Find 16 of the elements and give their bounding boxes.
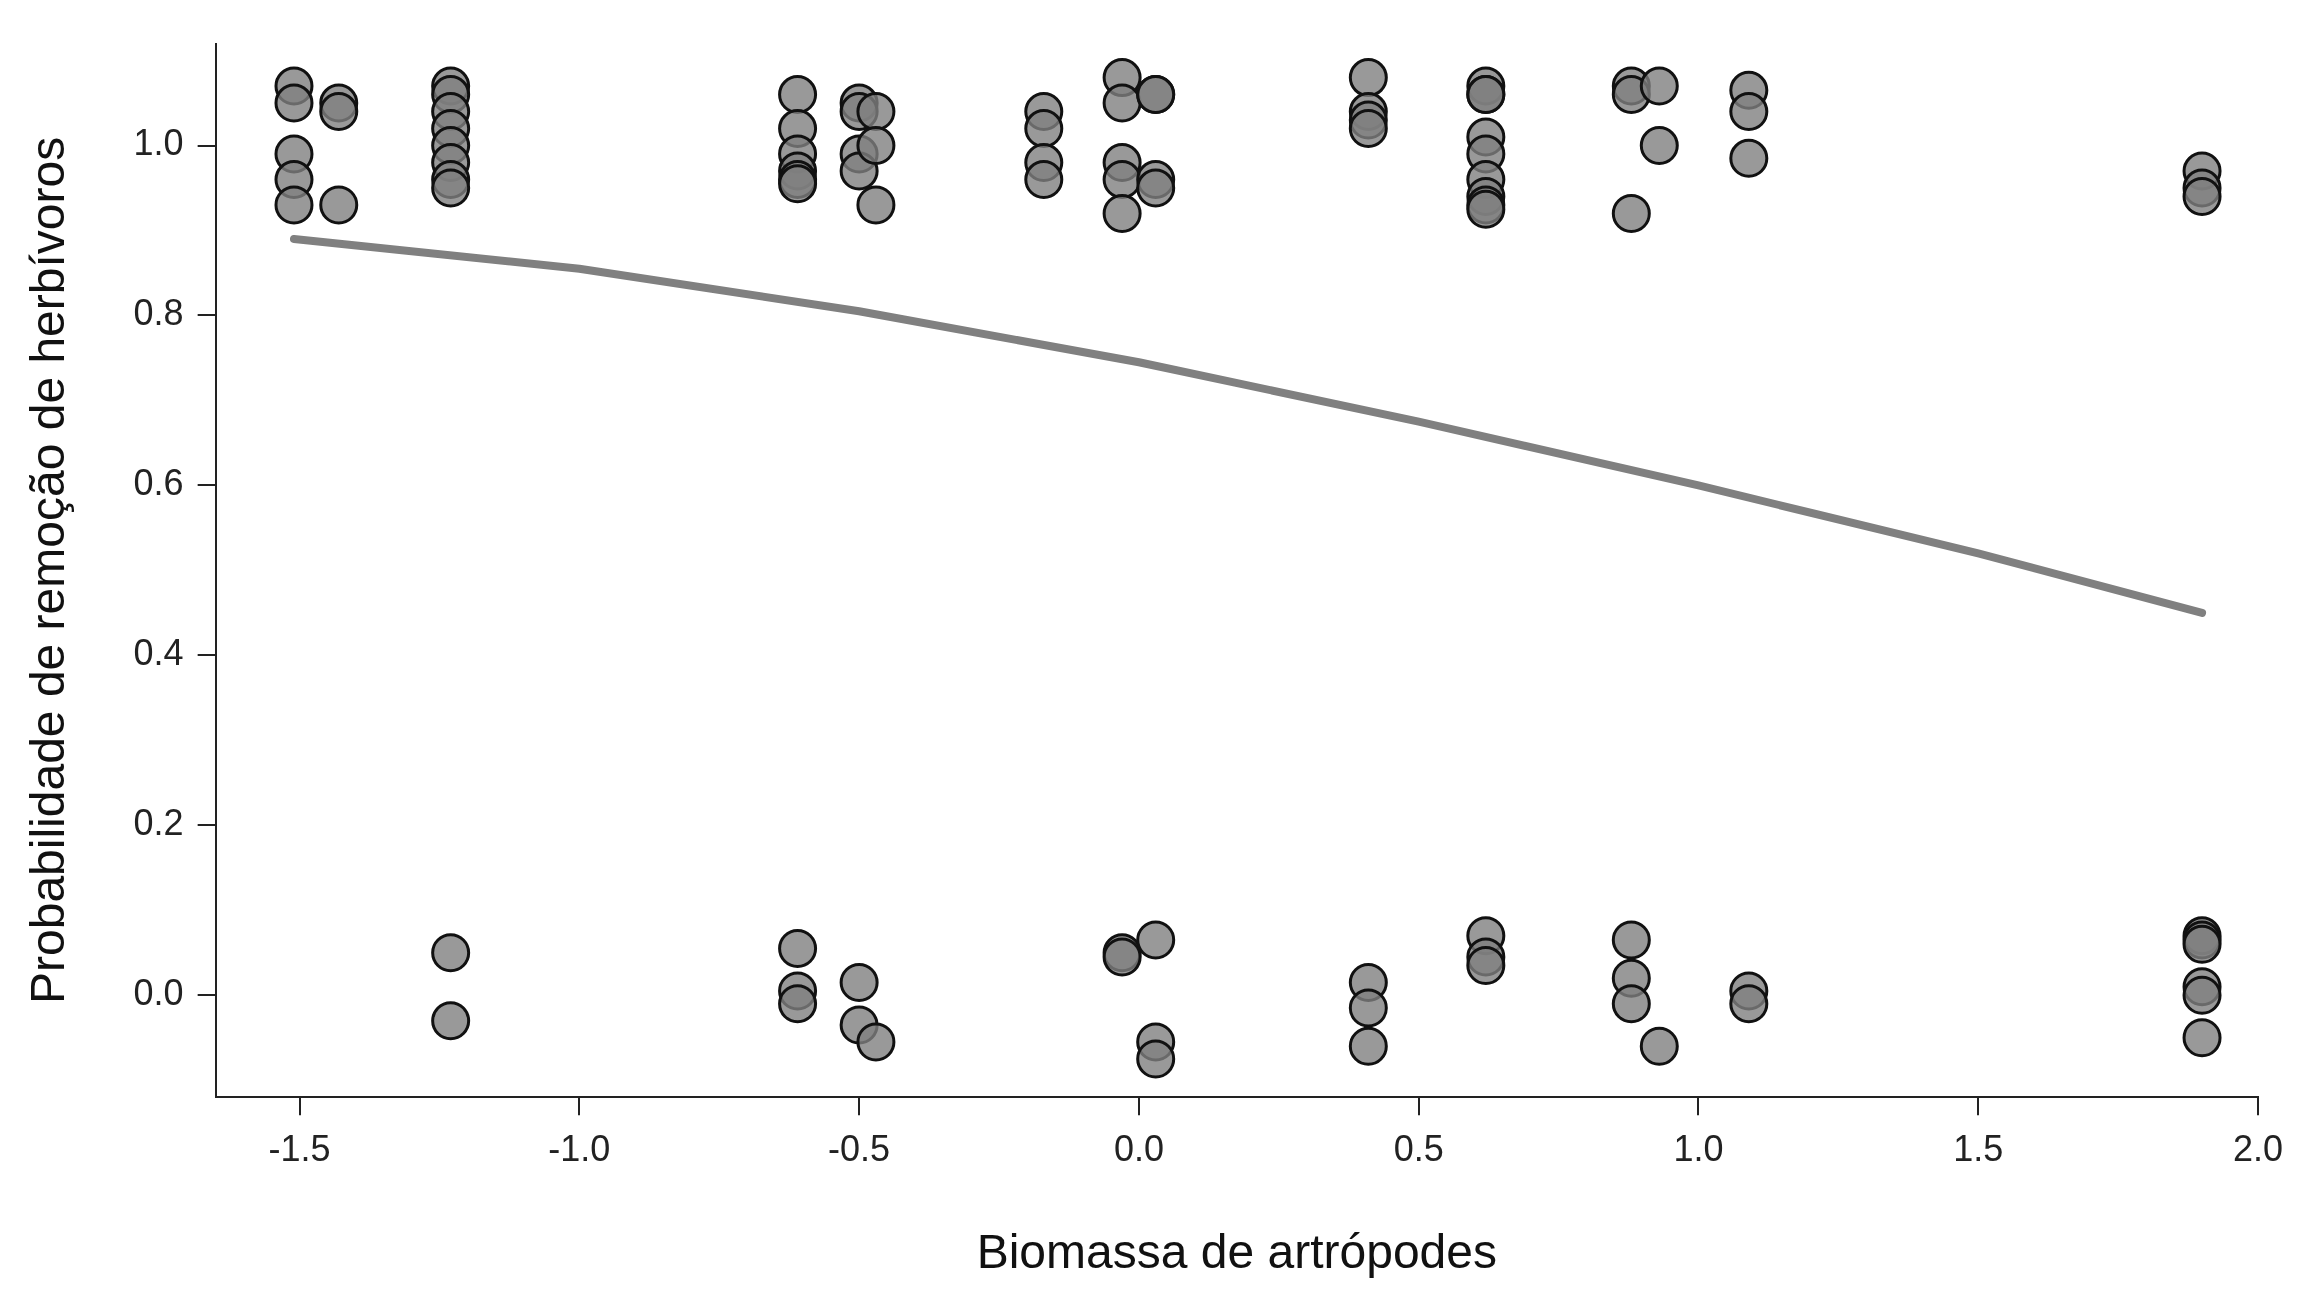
y-tick-label: 0.8 xyxy=(133,292,184,334)
y-tick-label: 0.2 xyxy=(133,802,184,844)
x-tick-label: 1.0 xyxy=(1673,1127,1724,1169)
y-tick-label: 1.0 xyxy=(133,122,184,164)
y-axis-title: Probabilidade de remoção de herbívoros xyxy=(21,136,75,1005)
x-tick-label: -1.5 xyxy=(268,1127,331,1169)
y-tick-label: 0.0 xyxy=(133,972,184,1014)
x-tick-label: 0.5 xyxy=(1393,1127,1444,1169)
x-tick-label: 1.5 xyxy=(1953,1127,2004,1169)
x-tick-label: 0.0 xyxy=(1113,1127,1164,1169)
x-tick-label: 2.0 xyxy=(2232,1127,2284,1169)
x-tick-label: -0.5 xyxy=(828,1127,891,1169)
y-tick-label: 0.4 xyxy=(133,632,184,674)
x-tick-label: -1.0 xyxy=(548,1127,611,1169)
y-tick-label: 0.6 xyxy=(133,462,184,504)
x-axis-title: Biomassa de artrópodes xyxy=(976,1225,1497,1279)
